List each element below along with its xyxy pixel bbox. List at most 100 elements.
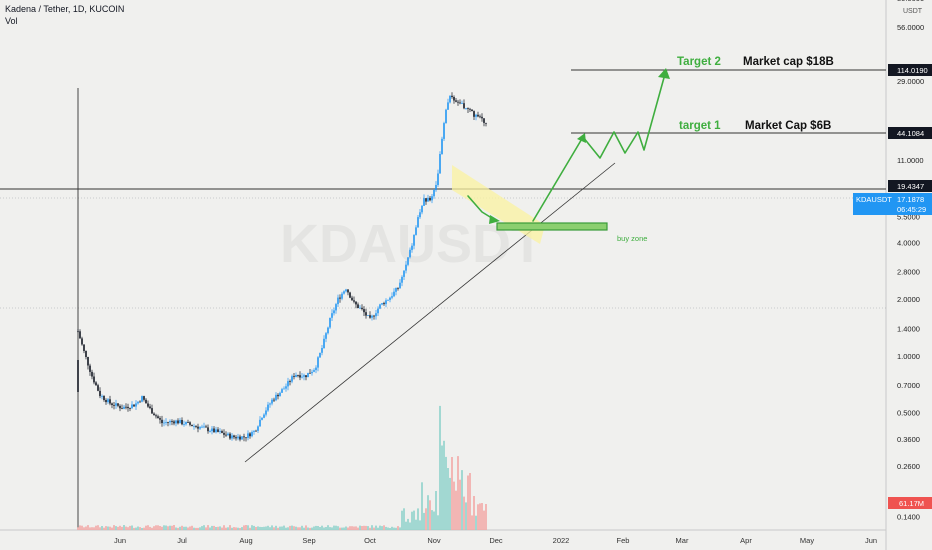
target2-label: Target 2 — [677, 56, 721, 68]
volume-badge-text: 61.17M — [899, 499, 924, 508]
volume-bar — [291, 525, 293, 530]
volume-bar — [449, 477, 451, 530]
candle-body — [145, 399, 147, 404]
volume-bar — [183, 526, 185, 530]
candle-body — [141, 396, 143, 402]
candle-body — [437, 173, 439, 185]
candle-body — [471, 109, 473, 112]
volume-bar — [377, 527, 379, 530]
volume-bar — [93, 527, 95, 530]
candle-body — [267, 404, 269, 411]
y-tick-label: 29.0000 — [897, 77, 924, 86]
volume-bar — [111, 527, 113, 530]
volume-bar — [131, 525, 133, 530]
volume-bar — [175, 527, 177, 530]
candle-body — [289, 381, 291, 382]
time-axis[interactable]: Jun Jul Aug Sep Oct Nov Dec 2022 Feb Mar Apr May Jun — [114, 536, 877, 545]
volume-bar — [337, 526, 339, 530]
volume-bar — [333, 525, 335, 530]
volume-bar — [451, 457, 453, 530]
y-tick-label: 0.1400 — [897, 512, 920, 521]
candle-body — [167, 422, 169, 423]
candle-body — [469, 108, 471, 110]
candle-body — [117, 403, 119, 406]
candle-body — [385, 300, 387, 305]
volume-bar — [321, 525, 323, 530]
candle-body — [403, 270, 405, 277]
volume-bar — [455, 490, 457, 530]
candle-body — [203, 426, 205, 428]
volume-bar — [225, 527, 227, 530]
volume-bar — [139, 527, 141, 530]
y-tick-label: 80.0000 — [897, 0, 924, 3]
candle-body — [105, 400, 107, 403]
volume-bar — [169, 525, 171, 530]
volume-bar — [87, 525, 89, 530]
current-symbol: KDAUSDT — [856, 195, 892, 204]
candle-body — [113, 405, 115, 406]
volume-bar — [181, 525, 183, 530]
volume-bar — [237, 527, 239, 530]
volume-bar — [357, 527, 359, 530]
volume-bar — [191, 525, 193, 530]
candle-body — [473, 111, 475, 117]
candle-body — [231, 435, 233, 439]
candle-body — [191, 424, 193, 427]
volume-bar — [305, 525, 307, 530]
candle-body — [107, 399, 109, 403]
candle-body — [265, 410, 267, 415]
candle-body — [319, 352, 321, 358]
volume-bar — [391, 526, 393, 530]
candle-body — [253, 430, 255, 432]
candle-body — [227, 433, 229, 436]
volume-bar — [297, 527, 299, 530]
volume-bar — [409, 522, 411, 530]
volume-bar — [471, 515, 473, 530]
arrowhead-down-icon — [489, 215, 500, 224]
support-trendline[interactable] — [244, 162, 616, 463]
volume-bar — [179, 526, 181, 530]
candle-body — [199, 427, 201, 429]
candle-body — [131, 404, 133, 409]
volume-bar — [477, 504, 479, 530]
volume-bar — [157, 525, 159, 530]
volume-bar — [405, 521, 407, 530]
volume-bar — [307, 527, 309, 530]
volume-bar — [299, 527, 301, 530]
volume-bar — [201, 526, 203, 530]
volume-bar — [143, 527, 145, 530]
y-tick-label: 5.5000 — [897, 213, 920, 222]
volume-bar — [285, 527, 287, 530]
price-badge-44-text: 44.1084 — [897, 129, 924, 138]
volume-bar — [325, 527, 327, 530]
volume-bar — [485, 504, 487, 530]
candle-body — [339, 297, 341, 299]
volume-bar — [399, 527, 401, 530]
buy-zone-box[interactable] — [496, 222, 608, 231]
candle-body — [275, 394, 277, 401]
candle-body — [433, 190, 435, 197]
volume-bar — [193, 527, 195, 530]
candle-body — [225, 434, 227, 436]
volume-bar — [151, 527, 153, 530]
candle-body — [269, 403, 271, 405]
candle-body — [255, 430, 257, 432]
candle-body — [327, 327, 329, 334]
volume-bar — [153, 526, 155, 530]
y-tick-label: 0.7000 — [897, 381, 920, 390]
candle-body — [237, 436, 239, 439]
volume-bar — [303, 527, 305, 530]
candle-body — [479, 116, 481, 118]
candle-body — [463, 103, 465, 109]
volume-bar — [187, 527, 189, 530]
candle-body — [381, 303, 383, 305]
volume-bar — [311, 527, 313, 530]
candle-body — [89, 365, 91, 372]
candle-body — [115, 403, 117, 406]
candle-body — [183, 424, 185, 425]
volume-bar — [243, 525, 245, 530]
candle-body — [317, 357, 319, 368]
volume-bar — [137, 526, 139, 530]
volume-bar — [197, 527, 199, 530]
